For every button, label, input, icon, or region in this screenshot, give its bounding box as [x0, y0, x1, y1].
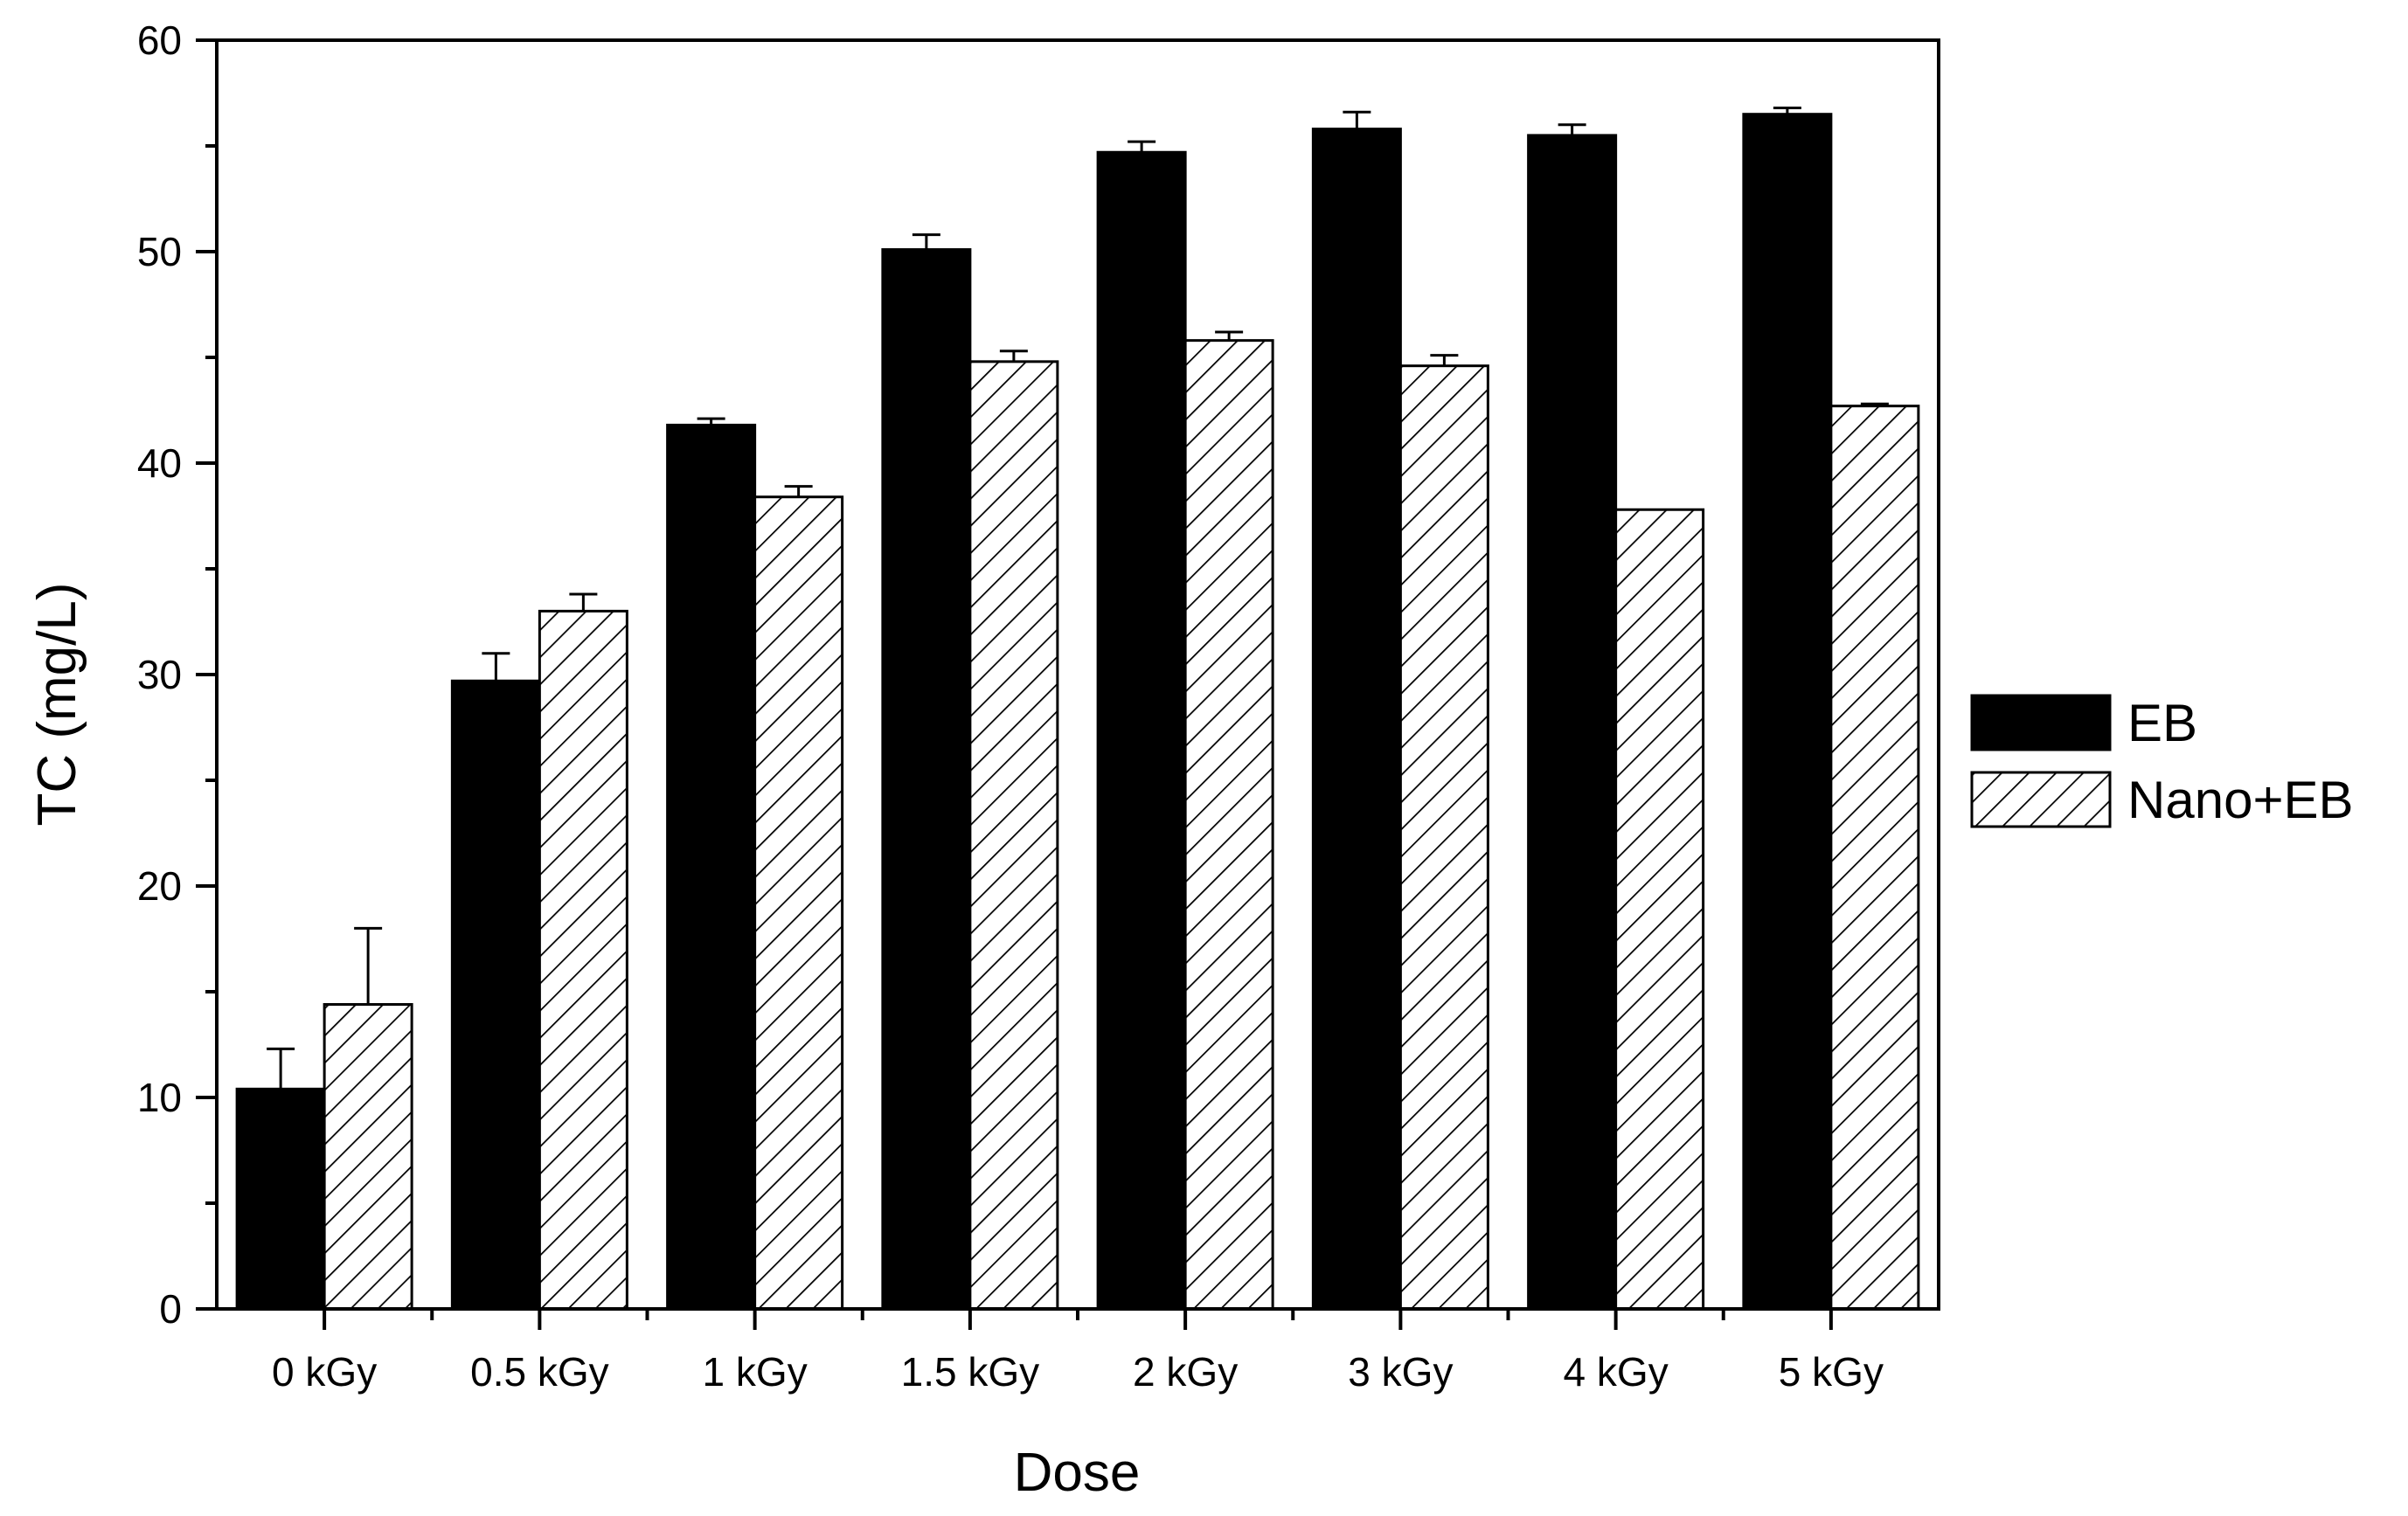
bar-eb-2: [666, 423, 757, 1311]
x-axis-title: Dose: [1014, 1443, 1141, 1503]
bar-nano-eb-2: [753, 495, 844, 1311]
bar-nano-eb-3: [968, 360, 1059, 1311]
legend: EB Nano+EB: [1970, 694, 2354, 829]
x-tick-label: 0 kGy: [272, 1349, 377, 1395]
y-axis: 0 10 20 30 40 50 60: [137, 17, 217, 1332]
x-tick-label: 5 kGy: [1779, 1349, 1884, 1395]
y-tick-label: 0: [159, 1286, 182, 1332]
legend-label: EB: [2127, 694, 2197, 752]
y-tick-label: 20: [137, 863, 182, 909]
bar-eb-6: [1527, 134, 1618, 1311]
bars-group: [235, 113, 1920, 1311]
bar-eb-7: [1742, 113, 1833, 1311]
y-tick-label: 10: [137, 1075, 182, 1120]
x-tick-label: 4 kGy: [1564, 1349, 1669, 1395]
bar-eb-4: [1096, 150, 1187, 1311]
bar-nano-eb-6: [1614, 508, 1705, 1311]
error-bars-group: [267, 106, 1889, 1090]
bar-eb-1: [450, 679, 541, 1311]
y-tick-label: 30: [137, 652, 182, 697]
legend-label: Nano+EB: [2127, 771, 2354, 829]
y-tick-label: 40: [137, 440, 182, 486]
legend-swatch: [1970, 694, 2112, 751]
x-tick-label: 2 kGy: [1133, 1349, 1238, 1395]
legend-swatch: [1970, 771, 2112, 828]
x-tick-label: 3 kGy: [1348, 1349, 1453, 1395]
bar-eb-5: [1311, 128, 1402, 1311]
bar-eb-3: [881, 248, 972, 1311]
y-axis-title: TC (mg/L): [27, 583, 87, 827]
bar-nano-eb-0: [323, 1003, 413, 1311]
y-tick-label: 60: [137, 17, 182, 63]
x-tick-label: 0.5 kGy: [470, 1349, 609, 1395]
bar-eb-0: [235, 1087, 326, 1311]
x-axis: 0 kGy 0.5 kGy 1 kGy 1.5 kGy 2 kGy 3 kGy 4 kGy 5…: [272, 1309, 1884, 1395]
x-tick-label: 1 kGy: [703, 1349, 808, 1395]
x-tick-label: 1.5 kGy: [901, 1349, 1040, 1395]
bar-nano-eb-7: [1829, 405, 1920, 1311]
bar-nano-eb-4: [1183, 339, 1274, 1311]
bar-nano-eb-5: [1398, 364, 1489, 1311]
bar-nano-eb-1: [538, 609, 628, 1311]
y-tick-label: 50: [137, 229, 182, 274]
